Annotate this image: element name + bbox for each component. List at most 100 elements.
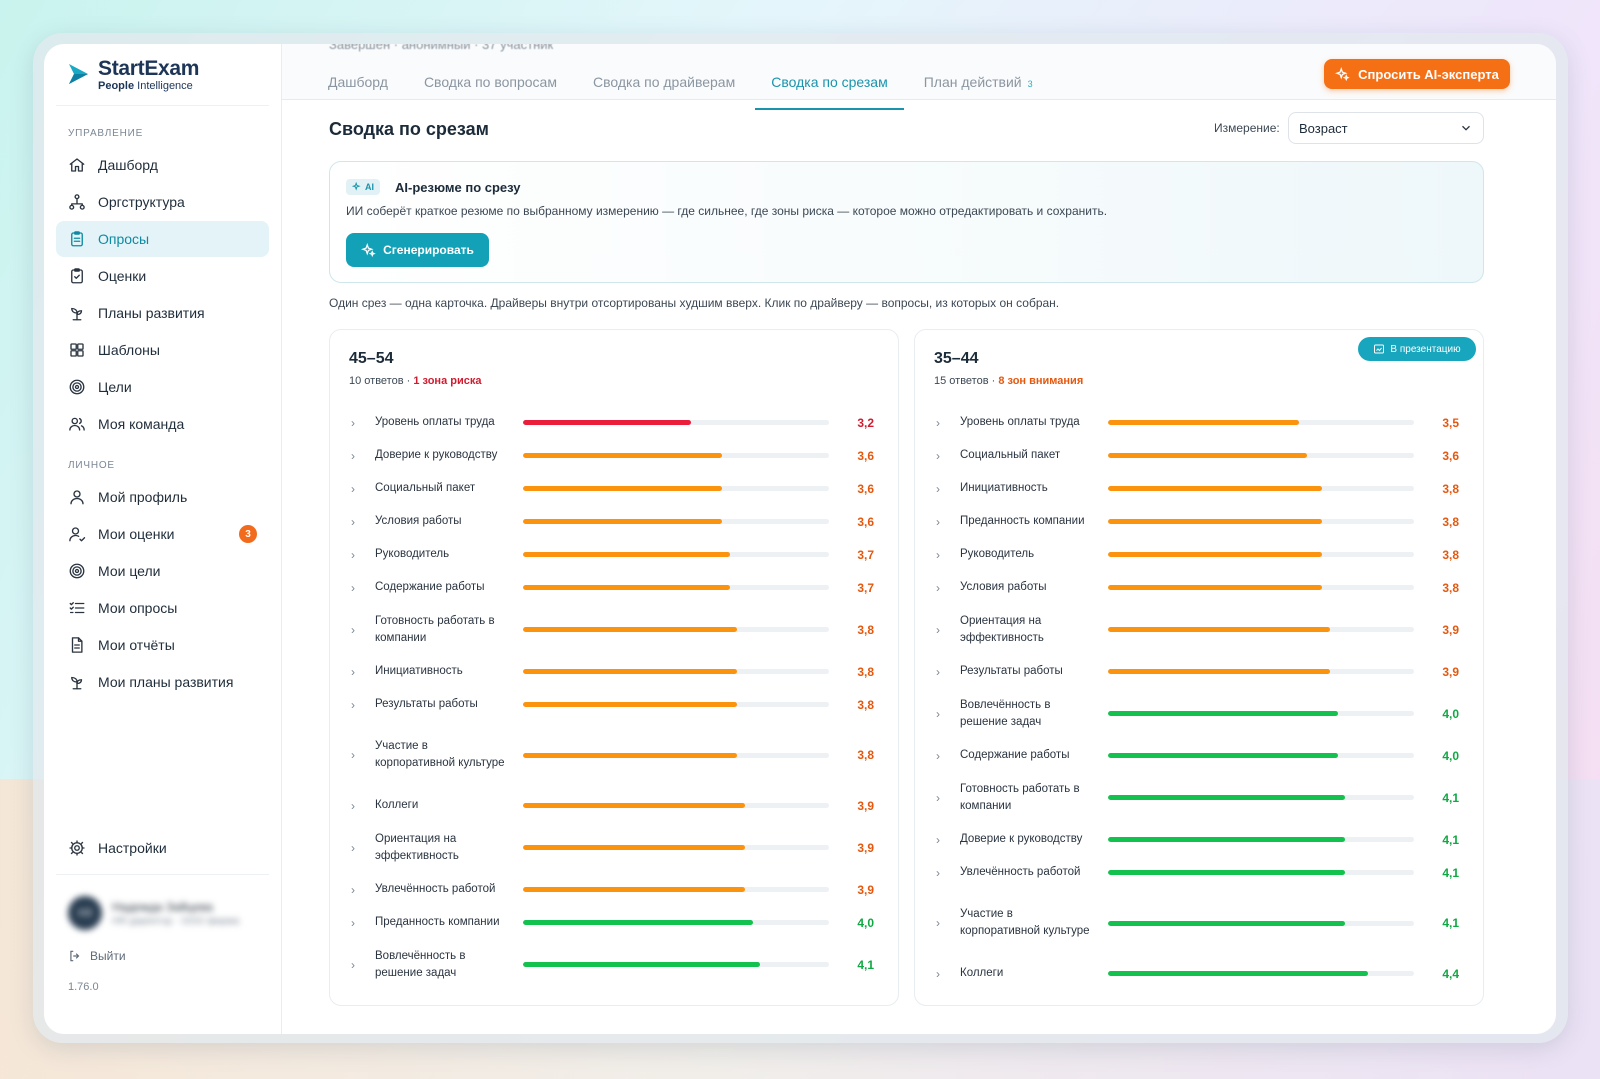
driver-row[interactable]: › Содержание работы 4,0 <box>934 739 1464 772</box>
driver-score: 3,8 <box>829 748 874 762</box>
driver-row[interactable]: › Условия работы 3,8 <box>934 571 1464 604</box>
driver-name: Преданность компании <box>960 513 1095 530</box>
sidebar-item-settings[interactable]: Настройки <box>56 830 269 866</box>
driver-row[interactable]: › Уровень оплаты труда 3,5 <box>934 406 1464 439</box>
tab-1[interactable]: Сводка по вопросам <box>424 74 557 100</box>
chevron-right-icon: › <box>351 698 365 712</box>
add-to-presentation-button[interactable]: В презентацию <box>1358 337 1476 361</box>
chevron-right-icon: › <box>351 799 365 813</box>
chevron-right-icon: › <box>351 841 365 855</box>
driver-bar-track <box>1108 453 1414 458</box>
driver-row[interactable]: › Ориентация на эффективность 3,9 <box>934 604 1464 655</box>
driver-row[interactable]: › Руководитель 3,8 <box>934 538 1464 571</box>
driver-row[interactable]: › Доверие к руководству 3,6 <box>349 439 879 472</box>
sidebar-item-users[interactable]: Моя команда <box>56 406 269 442</box>
driver-row[interactable]: › Социальный пакет 3,6 <box>349 472 879 505</box>
driver-row[interactable]: › Коллеги 4,4 <box>934 957 1464 990</box>
sidebar-item-org-structure[interactable]: Оргструктура <box>56 184 269 220</box>
clipboard-check-icon <box>68 267 86 285</box>
sidebar-item-clipboard-check[interactable]: Оценки <box>56 258 269 294</box>
driver-name: Участие в корпоративной культуре <box>960 906 1095 940</box>
sidebar-item-user[interactable]: Мой профиль <box>56 479 269 515</box>
driver-bar-fill <box>523 887 745 892</box>
user-block[interactable]: НЗ Надежда Зайцева HR-директор · ООО фир… <box>68 896 239 930</box>
driver-bar-fill <box>523 803 745 808</box>
driver-score: 3,5 <box>1414 416 1459 430</box>
page-title: Сводка по срезам <box>329 119 489 140</box>
sidebar-item-label: Цели <box>98 379 132 395</box>
driver-bar-track <box>523 702 829 707</box>
driver-row[interactable]: › Увлечённость работой 4,1 <box>934 856 1464 889</box>
sidebar-item-target[interactable]: Цели <box>56 369 269 405</box>
driver-row[interactable]: › Содержание работы 3,7 <box>349 571 879 604</box>
dimension-select[interactable]: Возраст <box>1288 112 1484 144</box>
driver-row[interactable]: › Готовность работать в компании 4,1 <box>934 772 1464 823</box>
chevron-right-icon: › <box>936 623 950 637</box>
sidebar-item-file-text[interactable]: Мои отчёты <box>56 627 269 663</box>
ask-ai-expert-button[interactable]: Спросить AI-эксперта <box>1324 59 1510 89</box>
driver-row[interactable]: › Участие в корпоративной культуре 4,1 <box>934 889 1464 957</box>
driver-name: Ориентация на эффективность <box>375 831 510 865</box>
driver-row[interactable]: › Преданность компании 4,0 <box>349 906 879 939</box>
driver-row[interactable]: › Руководитель 3,7 <box>349 538 879 571</box>
tab-3[interactable]: Сводка по срезам <box>771 74 888 100</box>
sidebar-item-home[interactable]: Дашборд <box>56 147 269 183</box>
driver-bar-track <box>523 420 829 425</box>
tab-2[interactable]: Сводка по драйверам <box>593 74 735 100</box>
driver-bar-track <box>1108 585 1414 590</box>
driver-bar-track <box>1108 837 1414 842</box>
driver-row[interactable]: › Вовлечённость в решение задач 4,0 <box>934 688 1464 739</box>
driver-bar-track <box>1108 519 1414 524</box>
slice-card: 45–54 10 ответов · 1 зона риска › Уровень… <box>329 329 899 1006</box>
driver-row[interactable]: › Доверие к руководству 4,1 <box>934 823 1464 856</box>
driver-score: 3,8 <box>829 698 874 712</box>
tab-count-badge: 3 <box>1028 79 1033 89</box>
driver-row[interactable]: › Результаты работы 3,8 <box>349 688 879 721</box>
user-role: HR-директор · ООО фирма <box>112 916 239 927</box>
driver-row[interactable]: › Инициативность 3,8 <box>349 655 879 688</box>
sidebar-item-user-check[interactable]: Мои оценки 3 <box>56 516 269 552</box>
home-icon <box>68 156 86 174</box>
driver-name: Социальный пакет <box>960 447 1095 464</box>
driver-row[interactable]: › Увлечённость работой 3,9 <box>349 873 879 906</box>
driver-row[interactable]: › Условия работы 3,6 <box>349 505 879 538</box>
driver-bar-track <box>523 627 829 632</box>
org-structure-icon <box>68 193 86 211</box>
tab-4[interactable]: План действий 3 <box>924 74 1033 100</box>
driver-row[interactable]: › Результаты работы 3,9 <box>934 655 1464 688</box>
driver-row[interactable]: › Вовлечённость в решение задач 4,1 <box>349 939 879 990</box>
logout-link[interactable]: Выйти <box>68 949 126 963</box>
driver-bar-fill <box>1108 552 1322 557</box>
generate-button[interactable]: Сгенерировать <box>346 233 489 267</box>
sidebar-item-label: Шаблоны <box>98 342 160 358</box>
driver-bar-track <box>1108 971 1414 976</box>
driver-row[interactable]: › Преданность компании 3,8 <box>934 505 1464 538</box>
driver-row[interactable]: › Ориентация на эффективность 3,9 <box>349 822 879 873</box>
driver-row[interactable]: › Уровень оплаты труда 3,2 <box>349 406 879 439</box>
tab-bar: Дашборд Сводка по вопросам Сводка по драйв… <box>328 74 1069 100</box>
file-text-icon <box>68 636 86 654</box>
driver-row[interactable]: › Инициативность 3,8 <box>934 472 1464 505</box>
driver-bar-track <box>1108 552 1414 557</box>
driver-row[interactable]: › Участие в корпоративной культуре 3,8 <box>349 721 879 789</box>
driver-bar-fill <box>523 552 730 557</box>
sidebar-item-clipboard[interactable]: Опросы <box>56 221 269 257</box>
sidebar-item-sprout[interactable]: Планы развития <box>56 295 269 331</box>
driver-row[interactable]: › Социальный пакет 3,6 <box>934 439 1464 472</box>
manage-nav: Дашборд Оргструктура Опросы Оценки Планы раз… <box>56 147 269 442</box>
chevron-right-icon: › <box>936 515 950 529</box>
sidebar-item-target[interactable]: Мои цели <box>56 553 269 589</box>
tab-0[interactable]: Дашборд <box>328 74 388 100</box>
sidebar-item-sprout[interactable]: Мои планы развития <box>56 664 269 700</box>
driver-row[interactable]: › Коллеги 3,9 <box>349 789 879 822</box>
driver-bar-fill <box>1108 753 1338 758</box>
driver-row[interactable]: › Готовность работать в компании 3,8 <box>349 604 879 655</box>
sidebar-item-list-checks[interactable]: Мои опросы <box>56 590 269 626</box>
sidebar-item-grid[interactable]: Шаблоны <box>56 332 269 368</box>
sidebar-item-label: Оценки <box>98 268 146 284</box>
logo[interactable]: StartExam People Intelligence <box>56 44 269 106</box>
driver-bar-fill <box>523 585 730 590</box>
driver-name: Содержание работы <box>375 579 510 596</box>
driver-bar-track <box>523 845 829 850</box>
driver-bar-fill <box>1108 585 1322 590</box>
